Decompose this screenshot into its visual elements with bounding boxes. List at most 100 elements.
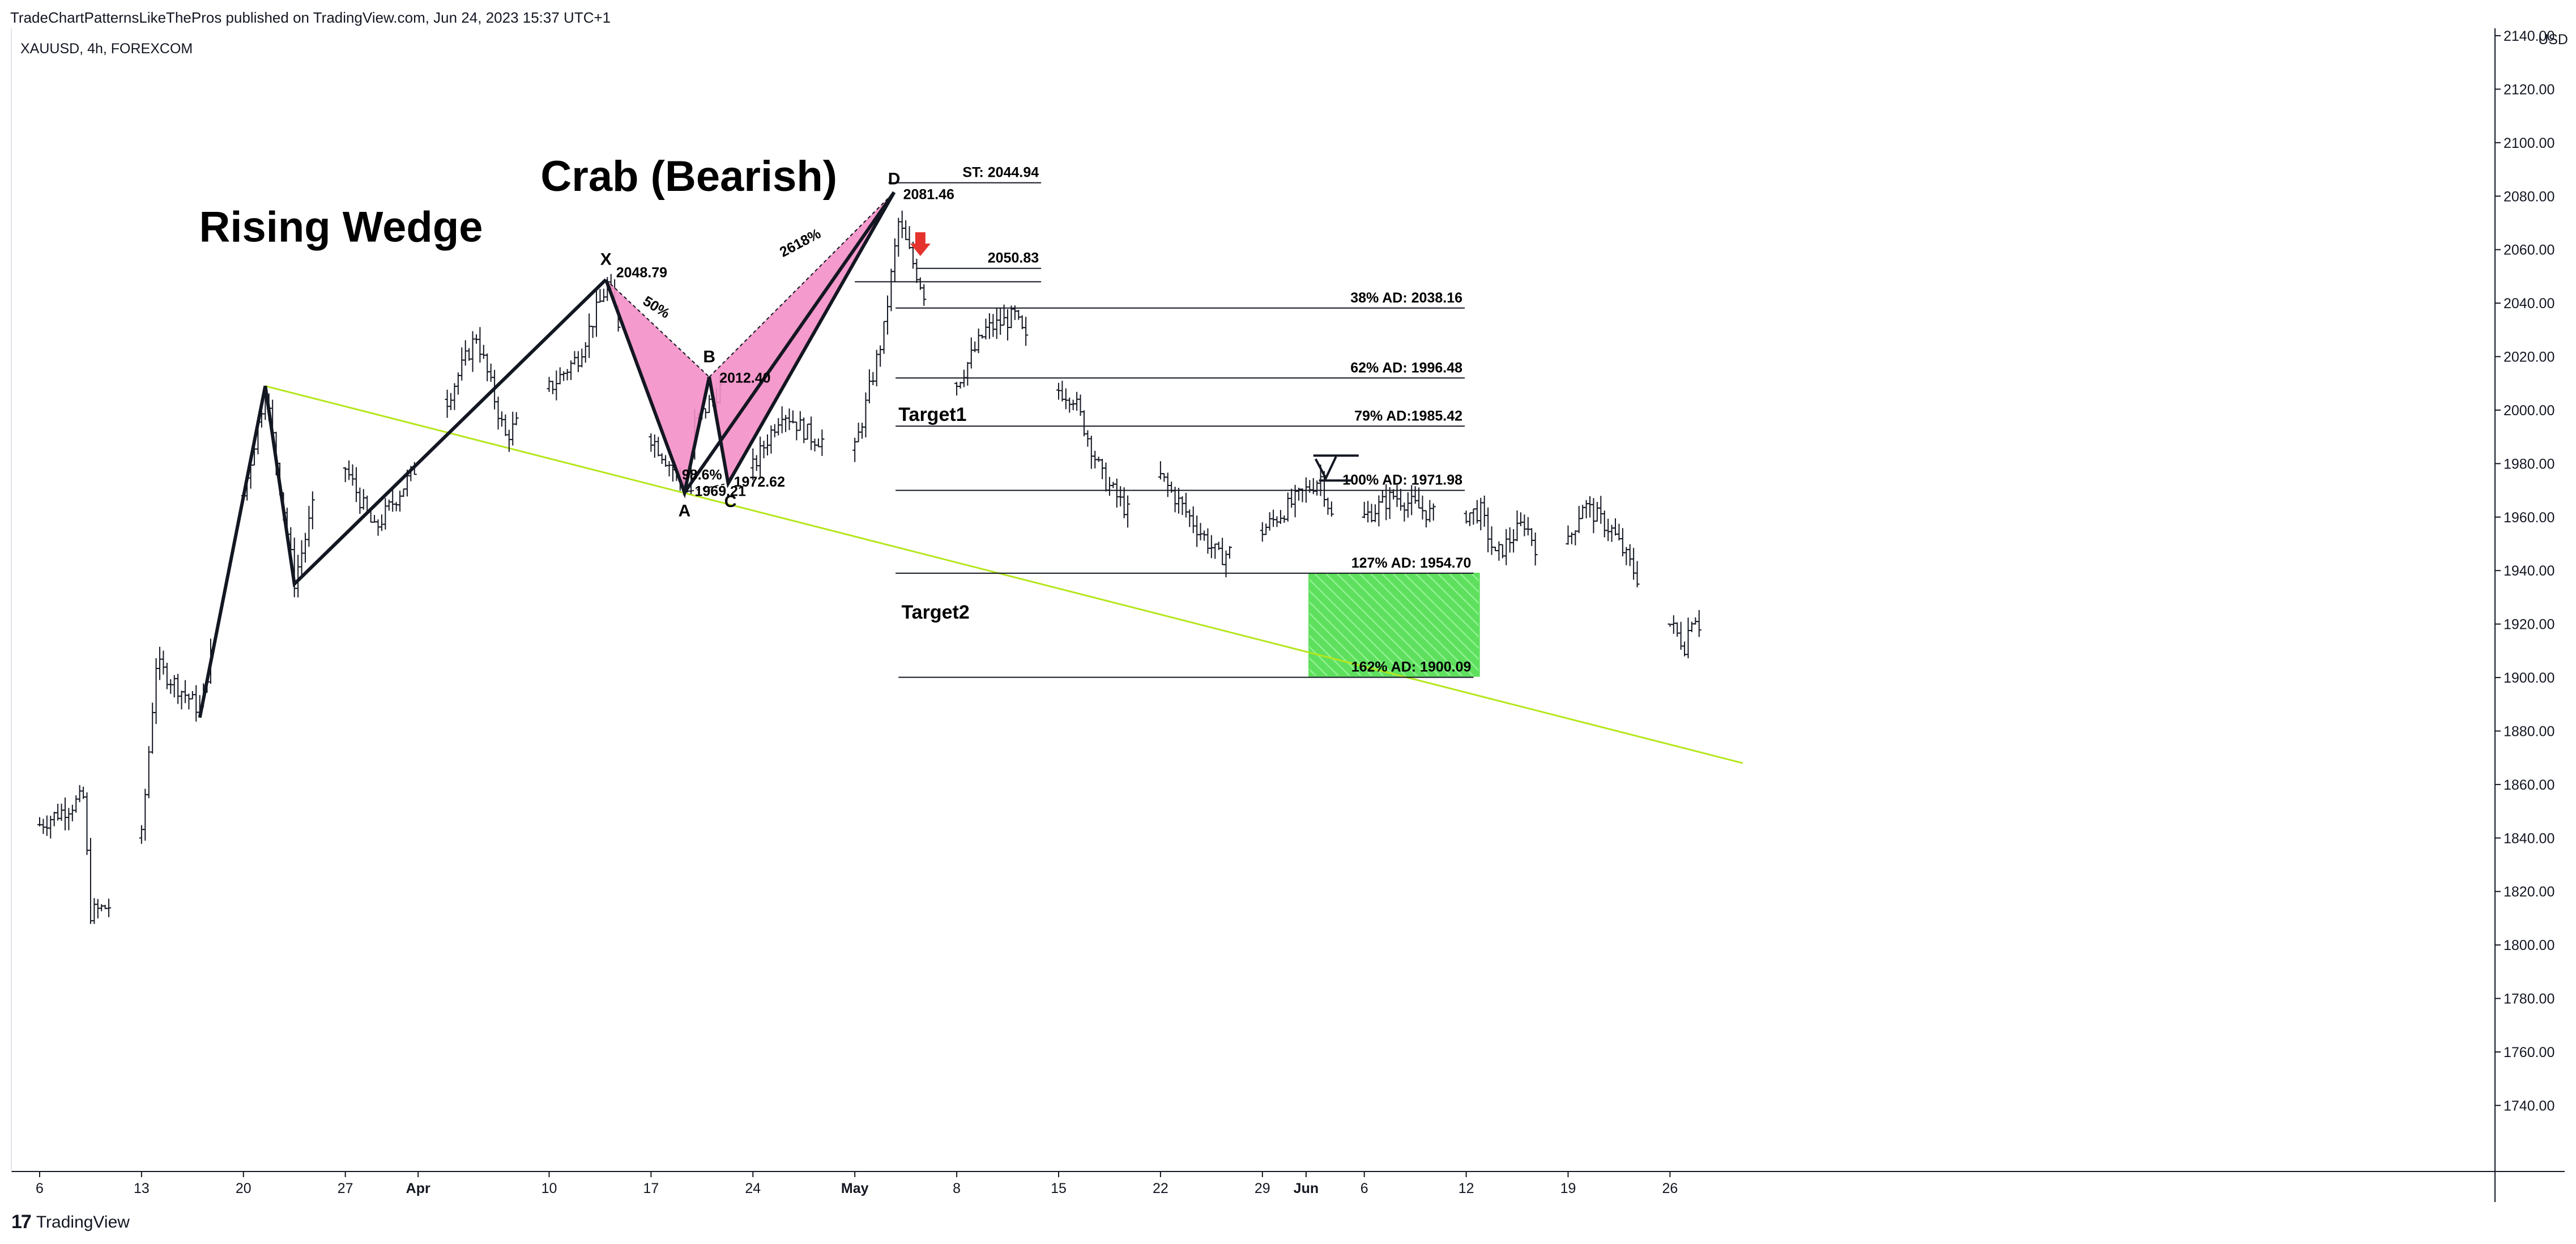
level-label: 162% AD: 1900.09	[1351, 659, 1472, 675]
ohlc-bar	[1209, 535, 1214, 559]
ohlc-bar	[1573, 530, 1578, 546]
ohlc-bar	[871, 372, 876, 386]
ohlc-bar	[481, 344, 486, 359]
level-lines-layer	[855, 182, 1474, 678]
rising-wedge-layer	[198, 278, 607, 718]
crab-point-b: B	[703, 347, 715, 366]
ohlc-bar	[969, 337, 974, 369]
ohlc-bar	[1005, 309, 1010, 341]
ohlc-bar	[1205, 528, 1210, 554]
ohlc-bar	[1613, 518, 1618, 536]
ohlc-bar	[1609, 525, 1614, 542]
ohlc-bar	[667, 461, 672, 477]
ohlc-bar	[1580, 505, 1585, 519]
y-tick-label: 2080.00	[2504, 189, 2554, 205]
ohlc-bar	[1566, 525, 1571, 545]
ohlc-bar	[1081, 410, 1086, 437]
ohlc-bar	[1486, 507, 1491, 553]
ohlc-bar	[954, 382, 959, 396]
brand-name: TradingView	[36, 1212, 130, 1232]
ohlc-bar	[1125, 495, 1131, 528]
ohlc-bar	[139, 825, 144, 844]
down-arrow-icon	[910, 232, 931, 256]
crab-value-d: 2081.46	[903, 186, 954, 202]
time-axis[interactable]: 6 13 20 27 Apr 10 17 24 May 8 15 22 29 Jun 6 12 19 26	[36, 1171, 1678, 1196]
ohlc-bar	[1606, 518, 1611, 542]
ohlc-bar	[991, 314, 996, 337]
tradingview-logo-icon: 17	[11, 1211, 32, 1233]
ohlc-bar	[1518, 512, 1523, 526]
y-tick-label: 1880.00	[2504, 723, 2554, 739]
ohlc-bar	[1617, 523, 1622, 541]
ohlc-bar	[881, 321, 886, 354]
ohlc-bar	[1176, 488, 1182, 514]
ohlc-bar	[860, 423, 865, 439]
ohlc-bar	[390, 490, 395, 512]
crab-point-d: D	[888, 169, 901, 188]
x-tick-label: 20	[236, 1181, 251, 1196]
y-tick-label: 1900.00	[2504, 670, 2554, 686]
ohlc-bar	[62, 797, 67, 830]
crab-xb-ratio-line	[605, 279, 710, 378]
ohlc-bar	[973, 341, 978, 352]
ohlc-bar	[99, 904, 104, 911]
ohlc-bar	[183, 680, 187, 704]
currency-label: USD	[2538, 32, 2568, 48]
rising-wedge-title: Rising Wedge	[199, 203, 483, 252]
crab-ac-ratio-line	[684, 483, 728, 493]
ohlc-bar	[1063, 388, 1068, 410]
ohlc-bar	[1213, 543, 1218, 559]
ohlc-bar	[1427, 500, 1432, 522]
crab-point-x: X	[600, 250, 612, 269]
ohlc-bar	[1325, 497, 1330, 515]
ohlc-bar	[1016, 309, 1021, 320]
ohlc-bar	[1271, 509, 1276, 527]
ohlc-bar	[1627, 544, 1632, 566]
crab-title: Crab (Bearish)	[540, 152, 837, 201]
ohlc-bar	[1409, 485, 1414, 516]
ohlc-bar	[1180, 496, 1185, 515]
ohlc-bar	[310, 491, 315, 530]
x-tick-label: 19	[1560, 1181, 1576, 1196]
ohlc-bar	[161, 650, 166, 675]
ohlc-bar	[598, 289, 603, 303]
price-axis[interactable]: 1740.00 1760.00 1780.00 1800.00 1820.00 1840.…	[2495, 28, 2554, 1114]
rising-wedge-path	[198, 278, 607, 718]
ohlc-bar	[885, 295, 890, 335]
ohlc-bar	[575, 351, 581, 372]
ohlc-bar	[922, 284, 927, 306]
ohlc-bar	[1598, 496, 1603, 524]
ohlc-bar	[157, 646, 163, 680]
y-tick-label: 1840.00	[2504, 830, 2554, 846]
ohlc-bar	[1588, 496, 1593, 518]
ohlc-bar	[1576, 506, 1581, 534]
ohlc-bar	[357, 487, 362, 514]
ohlc-bar	[892, 238, 897, 283]
ohlc-bar	[976, 328, 981, 353]
ohlc-bar	[867, 369, 872, 403]
ohlc-bar	[1591, 498, 1596, 534]
symbol-label[interactable]: XAUUSD, 4h, FOREXCOM	[20, 41, 193, 57]
y-tick-label: 1800.00	[2504, 938, 2554, 953]
ratio-label: 2618%	[777, 225, 824, 260]
ohlc-bar	[703, 408, 708, 419]
tradingview-footer[interactable]: 17 TradingView	[11, 1211, 130, 1233]
y-tick-label: 1820.00	[2504, 884, 2554, 900]
ohlc-bar	[143, 789, 148, 841]
crab-value-a: 1969.21	[695, 483, 746, 499]
ohlc-bar	[816, 438, 821, 448]
ohlc-bar	[1489, 526, 1494, 555]
ohlc-bar	[1584, 500, 1589, 518]
ohlc-bar	[303, 532, 308, 563]
y-tick-label: 2140.00	[2504, 28, 2554, 44]
ohlc-bar	[1183, 492, 1188, 518]
ohlc-bar	[401, 488, 406, 497]
level-label: 38% AD: 2038.16	[1350, 290, 1462, 306]
target-label-2: Target2	[901, 602, 969, 623]
ohlc-bar	[754, 455, 759, 471]
ohlc-bar	[1165, 472, 1170, 497]
ohlc-bar	[820, 429, 825, 456]
annotation-text-layer: ST: 2044.94 2050.83 38% AD: 2038.16 62% AD:…	[199, 152, 1471, 675]
ohlc-bar	[903, 220, 909, 240]
